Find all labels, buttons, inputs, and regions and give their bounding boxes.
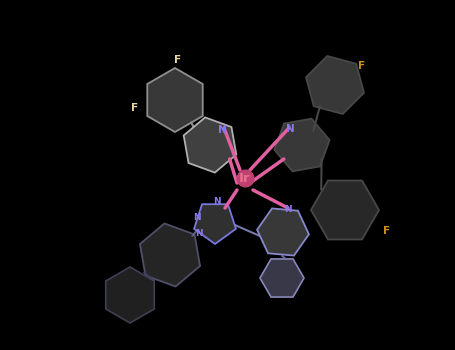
Polygon shape: [274, 119, 329, 171]
Polygon shape: [311, 181, 379, 239]
Text: N: N: [195, 230, 203, 238]
Text: N: N: [193, 212, 201, 222]
Text: N: N: [286, 124, 294, 134]
Polygon shape: [306, 56, 364, 114]
Polygon shape: [106, 267, 154, 323]
Text: F: F: [384, 226, 390, 236]
Text: N: N: [213, 197, 221, 206]
Polygon shape: [140, 224, 200, 287]
Text: F: F: [174, 55, 182, 65]
Text: N: N: [217, 125, 227, 135]
Polygon shape: [147, 68, 203, 132]
Polygon shape: [184, 118, 236, 173]
Polygon shape: [194, 204, 236, 244]
Polygon shape: [260, 259, 304, 297]
Text: F: F: [131, 103, 139, 113]
Text: N: N: [284, 205, 292, 215]
Text: F: F: [359, 61, 365, 71]
Polygon shape: [257, 209, 309, 256]
Text: Ir: Ir: [239, 172, 251, 184]
